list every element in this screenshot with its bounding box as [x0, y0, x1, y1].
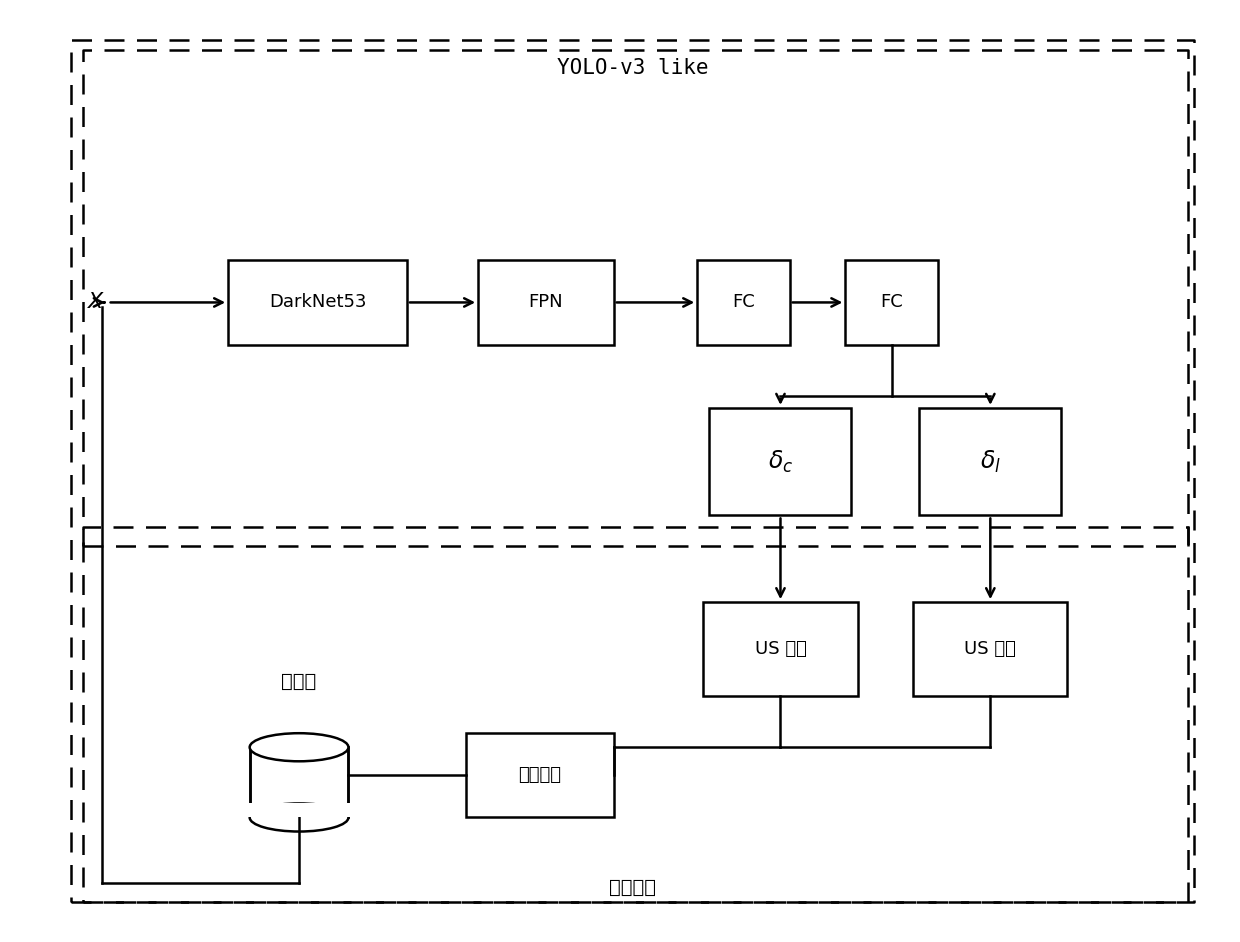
- Ellipse shape: [249, 804, 348, 832]
- Text: DarkNet53: DarkNet53: [269, 294, 366, 312]
- Bar: [913, 602, 1068, 696]
- Text: X: X: [88, 292, 103, 313]
- Bar: [703, 602, 858, 696]
- Ellipse shape: [249, 733, 348, 761]
- Bar: [249, 747, 348, 818]
- Text: 专家标注: 专家标注: [518, 767, 562, 785]
- Bar: [919, 408, 1061, 515]
- Text: US 策略: US 策略: [965, 640, 1017, 658]
- Bar: [697, 260, 790, 345]
- Text: 样本池: 样本池: [281, 673, 316, 691]
- Bar: [228, 260, 407, 345]
- Text: FC: FC: [880, 294, 903, 312]
- Bar: [846, 260, 937, 345]
- Text: $\delta_c$: $\delta_c$: [768, 448, 794, 475]
- Text: $\delta_l$: $\delta_l$: [980, 448, 1001, 475]
- Text: US 策略: US 策略: [755, 640, 806, 658]
- Bar: [479, 260, 614, 345]
- Text: FPN: FPN: [528, 294, 563, 312]
- Text: FC: FC: [732, 294, 755, 312]
- Text: 主动学习: 主动学习: [609, 878, 656, 897]
- Bar: [466, 733, 614, 818]
- Bar: [248, 803, 350, 818]
- Text: YOLO-v3 like: YOLO-v3 like: [557, 58, 708, 78]
- Bar: [709, 408, 852, 515]
